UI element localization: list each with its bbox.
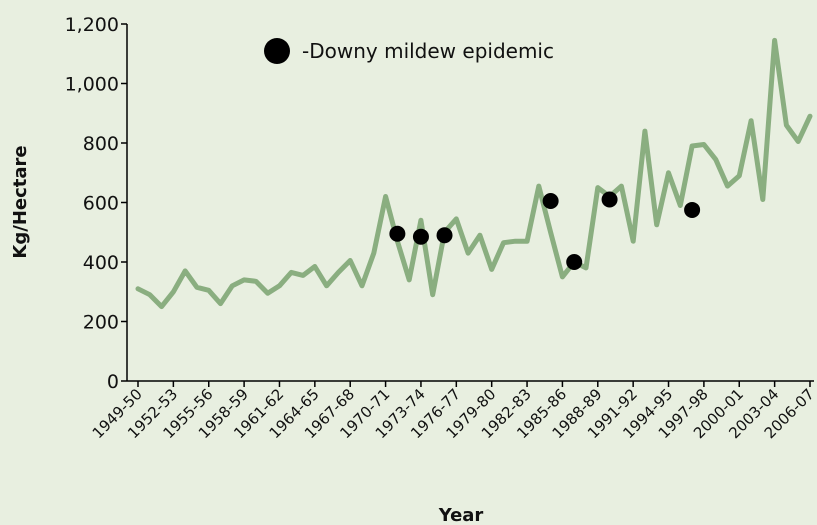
yield-series-line [135,37,813,310]
y-axis: 0 200 400 600 800 1,000 1,200 [65,14,128,393]
y-tick-label: 800 [83,133,119,155]
y-axis-title: Kg/Hectare [10,145,31,258]
series-layer [135,37,813,310]
x-axis: 1949-501952-531955-561958-591961-621964-… [89,380,817,442]
y-tick-label: 0 [107,371,119,393]
epidemic-point [412,228,429,245]
epidemic-point [566,254,583,270]
epidemic-markers [389,191,701,270]
y-tick-label: 1,000 [65,74,119,96]
y-tick-label: 200 [83,312,119,334]
epidemic-point [684,201,701,218]
epidemic-point [601,191,618,208]
x-axis-title: Year [438,505,484,525]
epidemic-point [389,225,406,242]
legend-label: -Downy mildew epidemic [302,39,554,63]
legend-marker-icon [264,38,290,64]
y-tick-label: 400 [83,252,119,274]
legend: -Downy mildew epidemic [264,38,554,64]
y-tick-label: 1,200 [65,14,119,36]
epidemic-point [542,193,559,210]
epidemic-point [436,227,453,244]
y-tick-label: 600 [83,193,119,215]
